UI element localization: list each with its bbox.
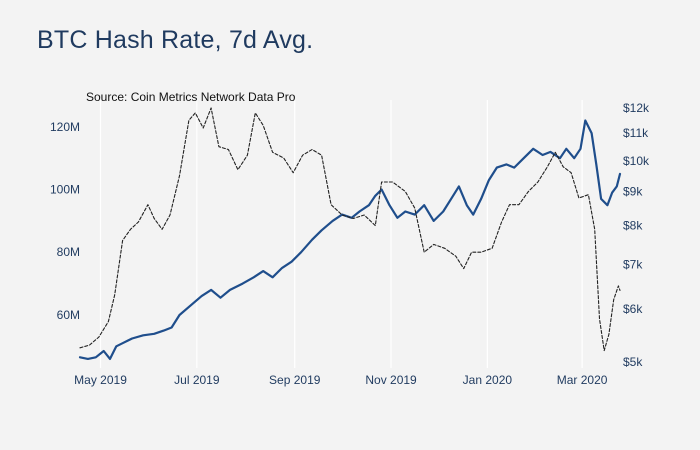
series-layer (78, 107, 622, 360)
y-right-tick-label: $12k (623, 101, 650, 115)
y-right-tick-label: $5k (623, 355, 643, 369)
y-left-tick-label: 120M (50, 120, 80, 134)
gridlines (99, 100, 583, 368)
x-tick-label: Sep 2019 (269, 373, 321, 387)
x-tick-label: Jan 2020 (463, 373, 513, 387)
hash-rate-line (78, 119, 622, 360)
y-right-tick-label: $9k (623, 184, 643, 198)
y-left-tick-label: 80M (57, 245, 80, 259)
y-right-tick-label: $8k (623, 219, 643, 233)
source-label: Source: Coin Metrics Network Data Pro (86, 90, 296, 104)
y-left-tick-label: 60M (57, 308, 80, 322)
chart-title: BTC Hash Rate, 7d Avg. (37, 26, 314, 54)
x-tick-label: Jul 2019 (174, 373, 220, 387)
price-line (79, 107, 621, 352)
y-right-tick-label: $10k (623, 154, 650, 168)
x-tick-label: May 2019 (74, 373, 127, 387)
y-right-tick-label: $11k (623, 126, 649, 140)
x-tick-label: Mar 2020 (557, 373, 608, 387)
axes: May 2019 Jul 2019 Sep 2019 Nov 2019 Jan 2020… (50, 101, 650, 387)
y-left-tick-label: 100M (50, 183, 80, 197)
x-tick-label: Nov 2019 (365, 373, 417, 387)
y-right-tick-label: $6k (623, 302, 643, 316)
y-right-tick-label: $7k (623, 257, 643, 271)
